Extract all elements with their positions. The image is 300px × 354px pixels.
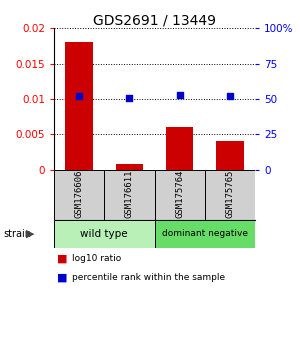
Text: GSM176611: GSM176611 — [125, 170, 134, 218]
Text: wild type: wild type — [80, 229, 128, 239]
Bar — [205, 170, 255, 220]
Point — [77, 93, 82, 99]
Text: percentile rank within the sample: percentile rank within the sample — [72, 273, 225, 282]
Bar — [104, 170, 154, 220]
Point — [177, 92, 182, 98]
Bar — [154, 170, 205, 220]
Text: GSM175765: GSM175765 — [225, 170, 234, 218]
Title: GDS2691 / 13449: GDS2691 / 13449 — [93, 13, 216, 27]
Bar — [54, 220, 154, 248]
Text: dominant negative: dominant negative — [162, 229, 248, 239]
Text: log10 ratio: log10 ratio — [72, 254, 121, 263]
Text: strain: strain — [3, 229, 31, 239]
Text: ■: ■ — [57, 273, 68, 283]
Text: GSM176606: GSM176606 — [75, 170, 84, 218]
Bar — [166, 127, 194, 170]
Point — [127, 95, 132, 101]
Text: ■: ■ — [57, 253, 68, 263]
Text: ▶: ▶ — [26, 229, 34, 239]
Bar — [116, 164, 143, 170]
Point — [227, 93, 232, 99]
Bar — [154, 220, 255, 248]
Text: GSM175764: GSM175764 — [175, 170, 184, 218]
Bar — [54, 170, 104, 220]
Bar — [65, 42, 93, 170]
Bar — [216, 141, 244, 170]
